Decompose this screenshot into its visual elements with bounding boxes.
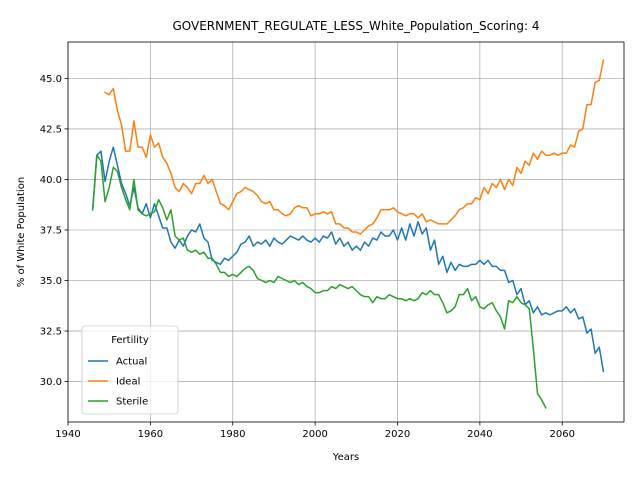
x-tick-label: 1940 — [55, 429, 80, 440]
x-tick-label: 2060 — [549, 429, 574, 440]
x-tick-label: 1960 — [138, 429, 163, 440]
y-tick-label: 35.0 — [40, 276, 62, 287]
legend-label-ideal: Ideal — [116, 377, 140, 388]
legend-label-actual: Actual — [116, 357, 147, 368]
legend-title: Fertility — [111, 335, 149, 346]
legend: Fertility Actual Ideal Sterile — [81, 325, 179, 415]
axis-ticks: 1940 1960 1980 2000 2020 2040 2060 30.0 32.5 35.0… — [40, 74, 575, 440]
y-tick-label: 42.5 — [40, 124, 62, 135]
y-tick-label: 30.0 — [40, 377, 62, 388]
x-axis-label: Years — [332, 452, 359, 463]
x-tick-label: 1980 — [220, 429, 245, 440]
series-line-actual — [91, 146, 605, 373]
series-lines — [91, 59, 605, 409]
plot-frame — [67, 41, 625, 423]
series-line-sterile — [91, 154, 547, 409]
y-tick-label: 40.0 — [40, 175, 62, 186]
x-tick-label: 2020 — [385, 429, 410, 440]
legend-box — [81, 325, 179, 415]
y-tick-label: 37.5 — [40, 225, 62, 236]
y-axis-label: % of White Population — [16, 177, 27, 287]
legend-entries: Actual Ideal Sterile — [88, 357, 148, 408]
y-tick-label: 45.0 — [40, 74, 62, 85]
series-line-ideal — [104, 59, 605, 235]
legend-label-sterile: Sterile — [116, 397, 148, 408]
y-tick-label: 32.5 — [40, 327, 62, 338]
x-tick-label: 2000 — [302, 429, 327, 440]
chart-title: GOVERNMENT_REGULATE_LESS_White_Populatio… — [172, 19, 539, 33]
x-tick-label: 2040 — [467, 429, 492, 440]
